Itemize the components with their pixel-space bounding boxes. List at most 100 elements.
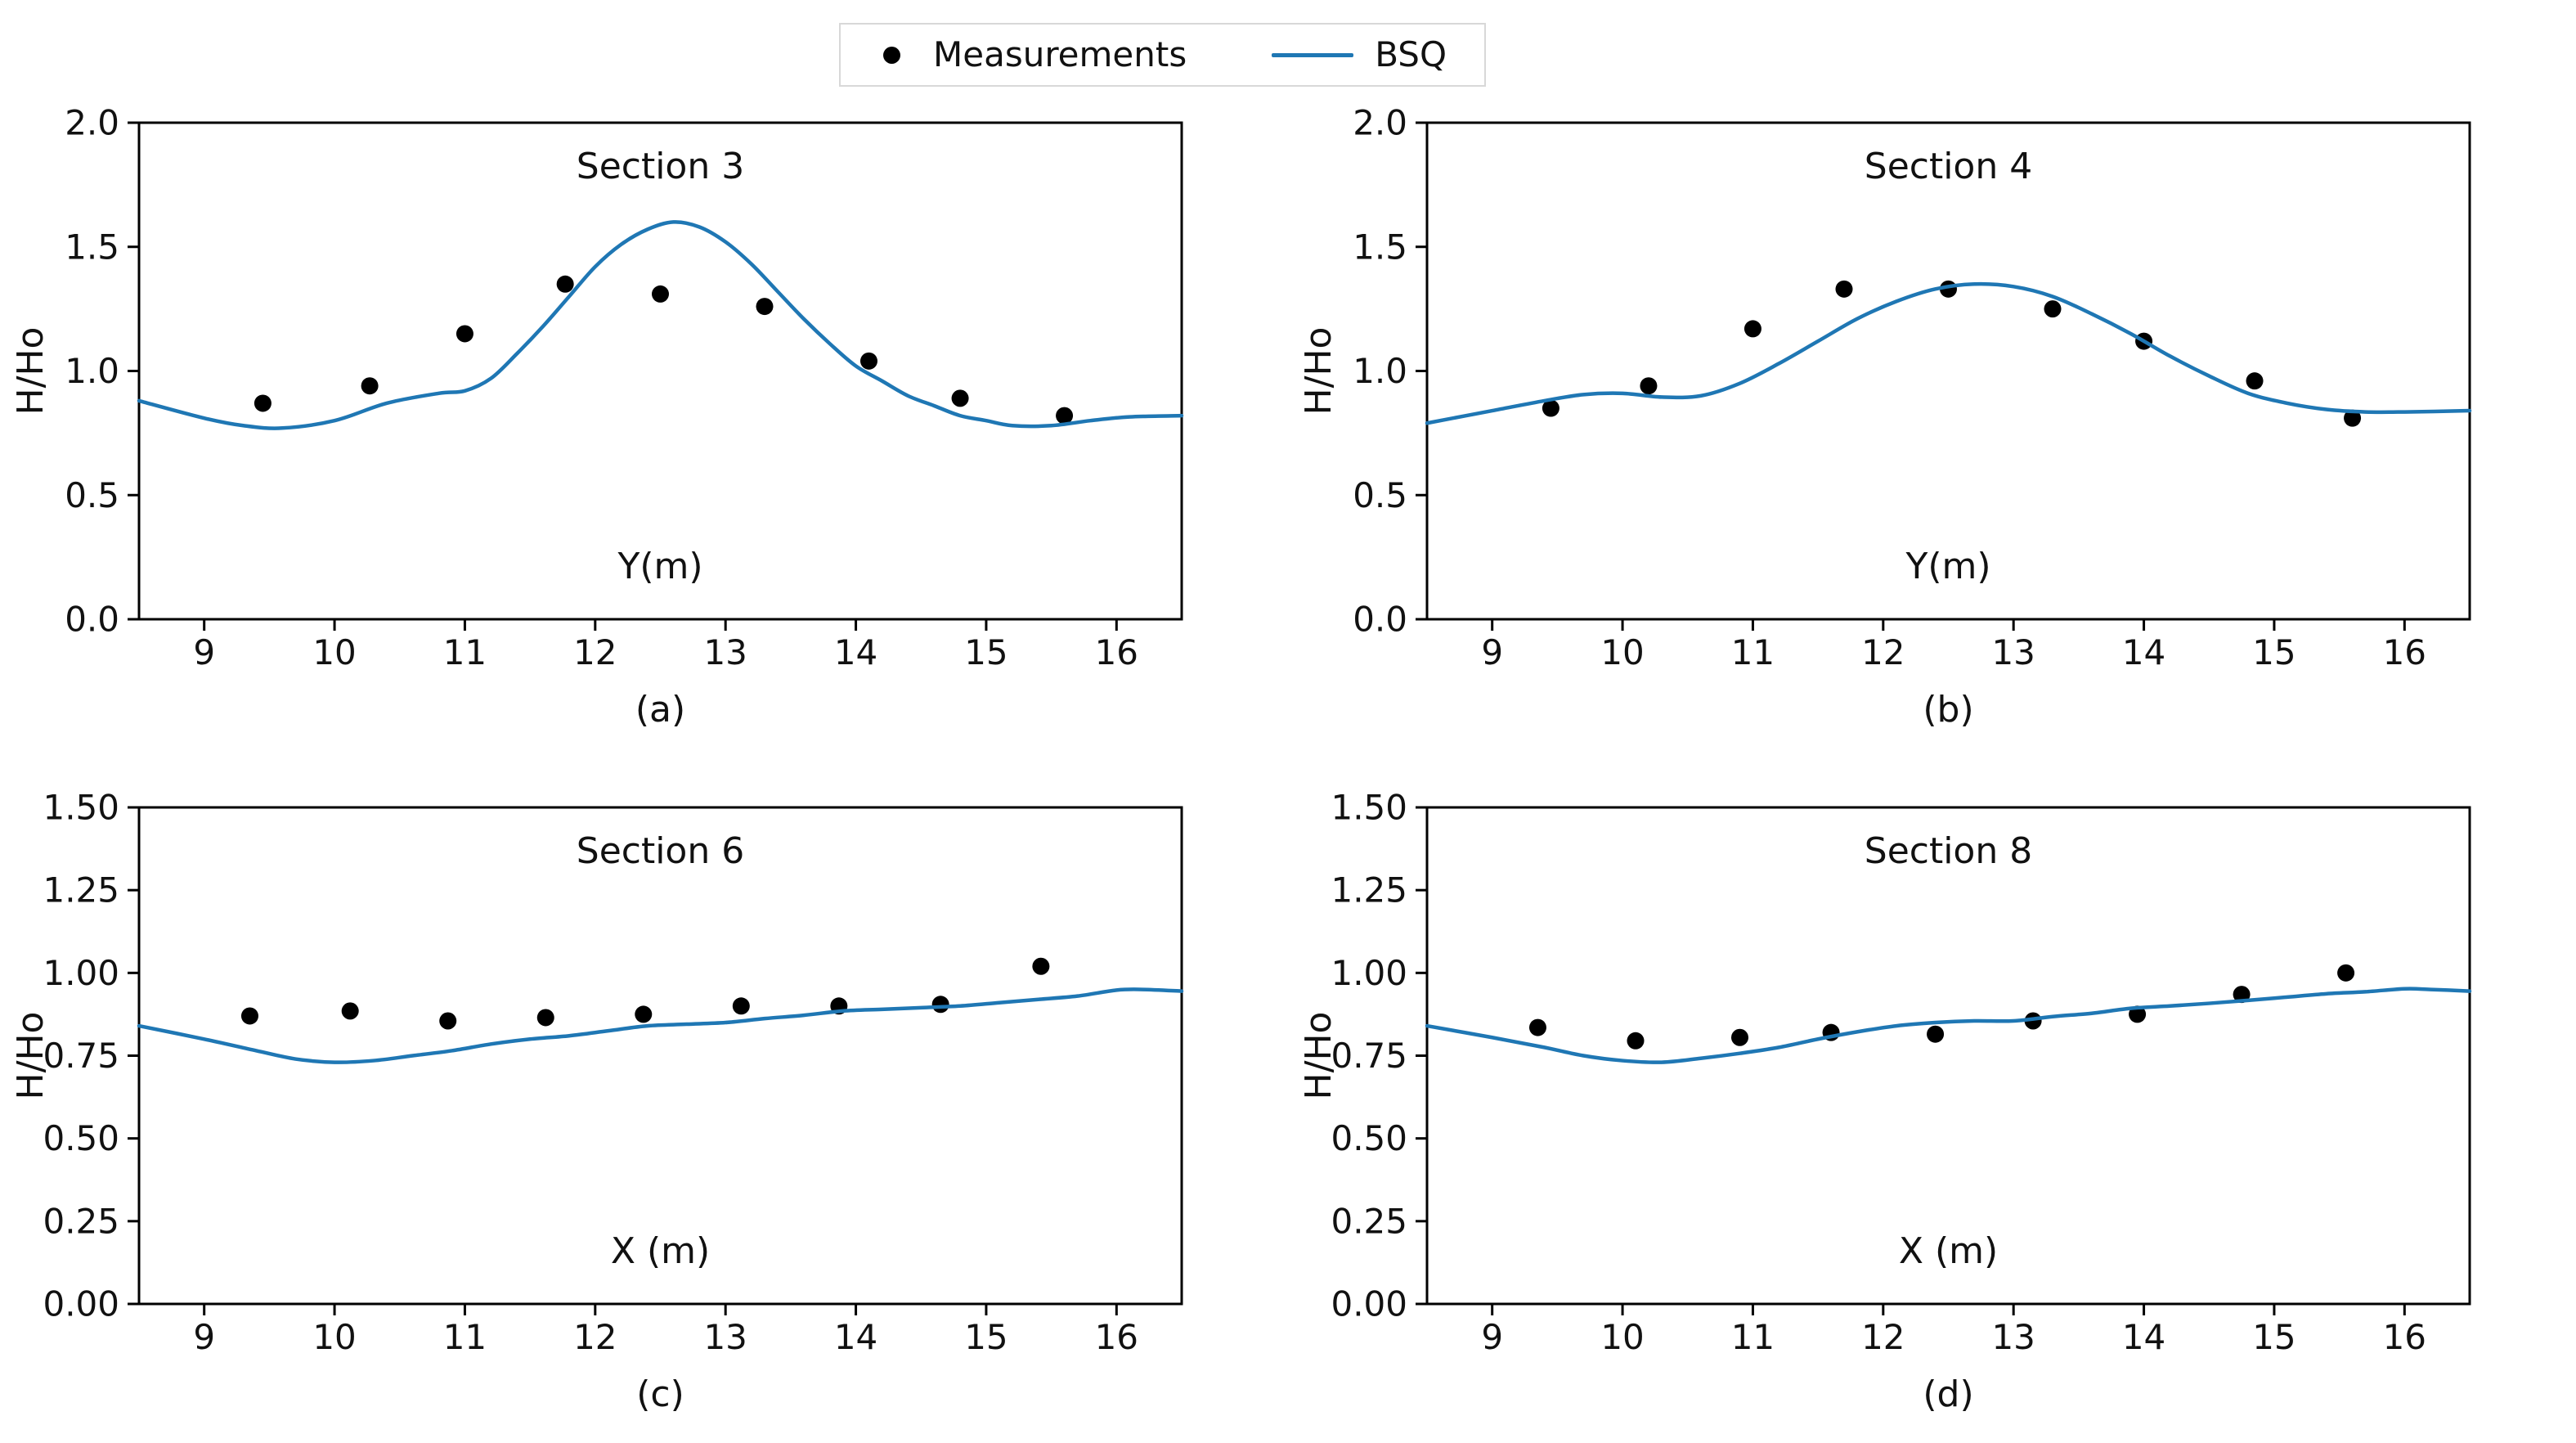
subplot-grid: 9 10 11 12 13 14 15 16 0.0 0.5 1.0 1.5 2.0 Section 3 Y… [0,74,2576,1443]
measurement-point [951,389,969,407]
measurement-point [240,1007,258,1025]
x-axis-label: X (m) [1899,1230,1998,1272]
x-tick-label: 10 [312,1317,356,1357]
x-tick-label: 16 [2383,632,2426,672]
plot-svg: 9 10 11 12 13 14 15 16 0.0 0.5 1.0 1.5 2.0 Section 3 Y… [10,103,1184,730]
measurement-point [361,377,379,395]
legend-item-bsq: BSQ [1272,38,1447,72]
y-tick-label: 1.0 [65,351,119,391]
y-axis-label: H/Ho [1298,1012,1340,1100]
axes-frame [137,121,1183,621]
measurements-dot-icon [883,46,900,64]
x-tick-label: 9 [193,1317,215,1357]
bsq-curve [1425,987,2472,1064]
measurement-point [2344,409,2362,427]
x-axis-label: X (m) [611,1230,710,1272]
x-tick-label: 15 [2252,632,2296,672]
y-tick-label: 0.0 [65,600,119,640]
measurement-point [1528,1018,1546,1036]
x-tick-label: 14 [834,632,877,672]
y-tick-label: 0.0 [1353,600,1407,640]
x-tick-label: 14 [2122,1317,2165,1357]
y-tick-label: 2.0 [1353,103,1407,143]
plot-svg: 9 10 11 12 13 14 15 16 0.00 0.25 0.50 0.75 1.00 1.25 1… [10,788,1184,1415]
x-tick-label: 13 [703,632,747,672]
measurement-point [1640,377,1658,395]
x-tick-label: 10 [1600,632,1644,672]
x-tick-label: 9 [193,632,215,672]
subplot-title: Section 6 [577,830,744,872]
x-tick-label: 12 [573,1317,617,1357]
x-tick-label: 15 [964,632,1008,672]
measurement-point [456,325,473,343]
y-tick-label: 0.25 [43,1201,119,1241]
y-tick-label: 0.75 [1331,1036,1407,1076]
y-tick-label: 1.5 [65,227,119,267]
x-tick-label: 16 [1095,1317,1138,1357]
x-tick-label: 11 [443,1317,487,1357]
measurement-point [556,275,574,293]
measurement-point [2337,964,2355,982]
y-tick-label: 0.50 [1331,1118,1407,1158]
x-tick-label: 11 [1731,1317,1775,1357]
measurement-point [1835,280,1853,298]
y-tick-label: 0.00 [1331,1284,1407,1324]
subplot-caption: (a) [635,689,685,730]
measurement-point [732,997,750,1015]
x-axis-label: Y(m) [1905,546,1990,587]
x-tick-label: 15 [964,1317,1008,1357]
x-axis-label: Y(m) [617,546,702,587]
x-tick-label: 13 [1991,632,2035,672]
legend: Measurements BSQ [839,23,1487,87]
y-tick-label: 1.25 [43,870,119,910]
y-tick-label: 1.00 [43,953,119,993]
subplot-title: Section 3 [577,146,744,187]
x-tick-label: 12 [1861,632,1905,672]
chart-section-8: 9 10 11 12 13 14 15 16 0.00 0.25 0.50 0.75 1.00 1.25 1… [1288,758,2576,1443]
measurement-point [439,1012,457,1030]
subplot-title: Section 4 [1865,146,2032,187]
measurement-point [2129,1005,2147,1023]
y-axis-label: H/Ho [1298,327,1340,416]
y-tick-label: 1.50 [43,788,119,828]
y-axis-label: H/Ho [10,1012,52,1100]
x-tick-label: 16 [1095,632,1138,672]
y-tick-label: 1.5 [1353,227,1407,267]
legend-item-measurements: Measurements [883,38,1187,72]
measurement-point [1927,1025,1945,1043]
x-tick-label: 13 [703,1317,747,1357]
measurement-point [1032,957,1050,975]
y-tick-label: 1.25 [1331,870,1407,910]
y-tick-label: 0.25 [1331,1201,1407,1241]
measurement-point [254,394,272,412]
measurement-point [1627,1032,1645,1050]
chart-section-4: 9 10 11 12 13 14 15 16 0.0 0.5 1.0 1.5 2.0 Section 4 Y… [1288,74,2576,758]
measurement-point [2246,372,2264,390]
x-tick-label: 13 [1991,1317,2035,1357]
x-tick-label: 14 [2122,632,2165,672]
y-tick-label: 0.00 [43,1284,119,1324]
measurement-point [756,298,774,316]
x-tick-label: 10 [1600,1317,1644,1357]
plot-svg: 9 10 11 12 13 14 15 16 0.00 0.25 0.50 0.75 1.00 1.25 1… [1298,788,2472,1415]
measurement-point [536,1009,554,1027]
x-tick-label: 12 [573,632,617,672]
measurement-point [635,1005,653,1023]
legend-label-bsq: BSQ [1375,34,1447,74]
y-tick-label: 1.0 [1353,351,1407,391]
subplot-caption: (d) [1923,1373,1973,1415]
y-tick-label: 0.5 [65,475,119,515]
y-tick-label: 1.50 [1331,788,1407,828]
subplot-title: Section 8 [1865,830,2032,872]
bsq-curve [137,987,1184,1064]
measurement-point [2044,300,2062,318]
x-tick-label: 9 [1481,1317,1503,1357]
x-tick-label: 9 [1481,632,1503,672]
measurement-point [860,352,877,370]
measurement-point [931,996,949,1014]
subplot-caption: (c) [636,1373,684,1415]
y-tick-label: 1.00 [1331,953,1407,993]
measurement-point [1056,407,1074,425]
x-tick-label: 10 [312,632,356,672]
